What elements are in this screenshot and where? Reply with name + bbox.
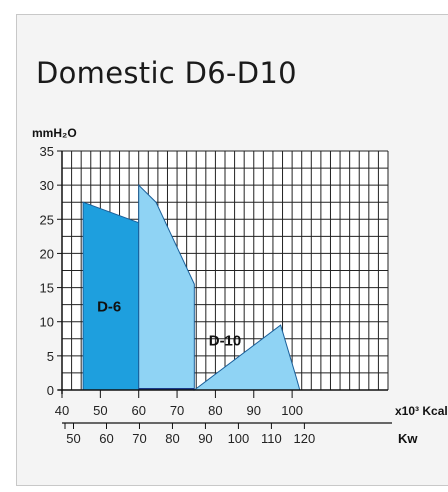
y-axis-label: mmH₂O bbox=[32, 126, 77, 140]
x-kw-tick-label: 50 bbox=[66, 431, 80, 446]
x-kw-tick-label: 70 bbox=[132, 431, 146, 446]
y-tick-label: 0 bbox=[47, 383, 54, 398]
x-tick-label: 80 bbox=[208, 403, 222, 418]
x-axis-label-kcal: x10³ Kcal bbox=[395, 404, 448, 418]
chart-title: Domestic D6-D10 bbox=[36, 56, 297, 90]
y-tick-label: 15 bbox=[40, 281, 54, 296]
y-tick-label: 30 bbox=[40, 178, 54, 193]
x-tick-label: 50 bbox=[93, 403, 107, 418]
y-tick-label: 35 bbox=[40, 144, 54, 159]
page-top-margin bbox=[0, 0, 448, 12]
x-kw-tick-label: 80 bbox=[165, 431, 179, 446]
series-label-d6: D-6 bbox=[97, 298, 121, 315]
x-axis-label-kw: Kw bbox=[398, 431, 418, 446]
series-label-d10: D-10 bbox=[209, 333, 242, 350]
axes bbox=[57, 150, 392, 429]
x-kw-tick-label: 90 bbox=[198, 431, 212, 446]
y-tick-label: 10 bbox=[40, 315, 54, 330]
x-tick-label: 100 bbox=[281, 403, 303, 418]
y-tick-label: 25 bbox=[40, 212, 54, 227]
x-kw-tick-label: 120 bbox=[294, 431, 316, 446]
x-kw-tick-label: 100 bbox=[228, 431, 250, 446]
series-area-d-6 bbox=[82, 201, 140, 391]
x-tick-label: 40 bbox=[55, 403, 69, 418]
x-tick-label: 60 bbox=[131, 403, 145, 418]
x-kw-tick-label: 60 bbox=[99, 431, 113, 446]
y-tick-label: 20 bbox=[40, 246, 54, 261]
labels-layer: 0 5 10 15 20 25 30 35 mmH₂O 40 50 60 70 80 90 100 x10³ K… bbox=[32, 126, 448, 446]
y-tick-label: 5 bbox=[47, 349, 54, 364]
x-tick-label: 70 bbox=[170, 403, 184, 418]
x-tick-label: 90 bbox=[247, 403, 261, 418]
x-kw-tick-label: 110 bbox=[261, 431, 282, 446]
